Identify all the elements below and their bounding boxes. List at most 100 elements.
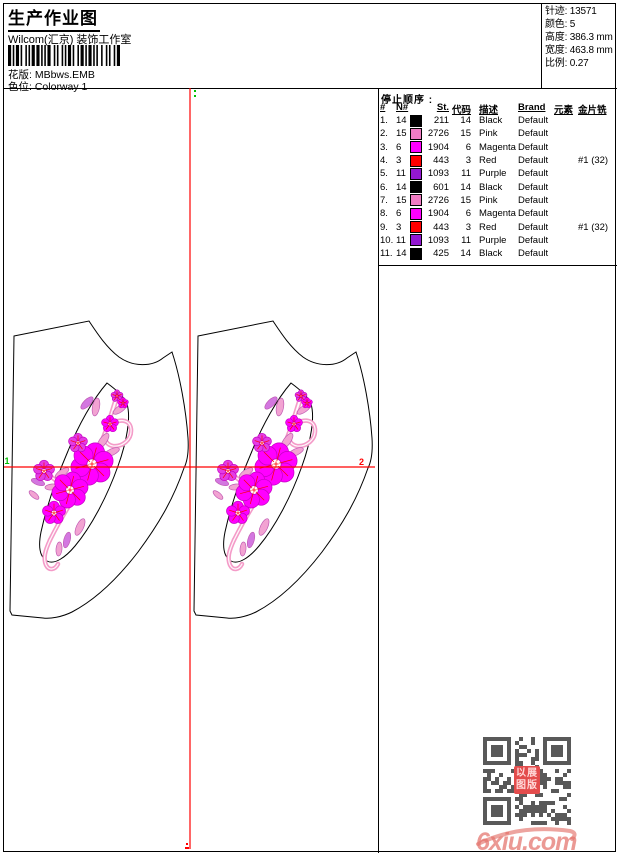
qr-stamp-line1: 以展	[516, 768, 538, 779]
flower	[33, 459, 55, 482]
leaf	[62, 531, 72, 549]
thread-color-swatch	[410, 114, 423, 127]
row-code: 15	[460, 128, 471, 140]
row-needle: 3	[396, 155, 402, 167]
row-number: 5.	[380, 168, 388, 180]
stop-sequence-title: 停止顺序 :	[381, 95, 434, 106]
width-row: 宽度: 463.8 mm	[545, 44, 615, 57]
qr-code: 以展 图版	[483, 737, 571, 825]
page-title: 生产作业图	[8, 4, 100, 32]
barcode	[8, 45, 120, 66]
row-code: 14	[460, 115, 471, 127]
row-needle: 14	[396, 181, 407, 193]
row-needle: 14	[396, 115, 407, 127]
scale-value: 0.27	[569, 58, 589, 69]
floral-motif	[28, 389, 134, 572]
leaf	[91, 397, 101, 417]
thread-color-swatch	[410, 247, 423, 260]
row-number: 8.	[380, 208, 388, 220]
row-number: 1.	[380, 115, 388, 127]
row-description: Purple	[479, 234, 507, 246]
row-code: 3	[465, 221, 471, 233]
colors-row: 颜色: 5	[545, 18, 615, 31]
col-sequins: 金片铣	[578, 105, 607, 116]
stop-sequence-row: 5. 11 1093 11 Purple Default	[380, 167, 614, 180]
leaf	[74, 518, 86, 536]
row-stitches: 1904	[427, 208, 449, 220]
row-description: Magenta	[479, 141, 516, 153]
row-brand: Default	[518, 234, 549, 246]
thread-color-swatch	[410, 181, 423, 194]
row-brand: Default	[518, 221, 549, 233]
row-stitches: 443	[433, 155, 449, 167]
row-number: 11.	[380, 248, 393, 260]
design-file-value: MBbws.EMB	[34, 69, 95, 81]
flower	[101, 415, 119, 433]
row-stitches: 211	[433, 115, 449, 127]
row-brand: Default	[518, 155, 549, 167]
thread-color-swatch	[410, 167, 423, 180]
row-brand: Default	[518, 168, 549, 180]
design-summary: 针迹: 13571 颜色: 5 高度: 386.3 mm 宽度: 463.8 m…	[545, 5, 615, 70]
flower	[117, 397, 129, 409]
row-number: 3.	[380, 141, 388, 153]
row-number: 4.	[380, 155, 388, 167]
row-description: Black	[479, 248, 503, 260]
row-description: Pink	[479, 128, 498, 140]
row-description: Black	[479, 181, 503, 193]
row-code: 6	[465, 141, 471, 153]
leaf	[28, 490, 40, 500]
row-stitches: 425	[433, 248, 449, 260]
watermark-swoosh-icon	[476, 827, 577, 846]
row-code: 11	[461, 234, 471, 246]
thread-color-swatch	[410, 127, 423, 140]
width-value: 463.8 mm	[569, 45, 613, 56]
stop-sequence-row: 7. 15 2726 15 Pink Default	[380, 194, 614, 207]
flower	[68, 432, 88, 453]
design-file-label: 花版:	[8, 69, 32, 81]
height-label: 高度:	[545, 32, 568, 43]
row-number: 9.	[380, 221, 388, 233]
thread-color-swatch	[410, 194, 423, 207]
height-row: 高度: 386.3 mm	[545, 31, 615, 44]
stop-sequence-row: 1. 14 211 14 Black Default	[380, 114, 614, 127]
row-stitches: 1093	[427, 168, 449, 180]
row-code: 11	[461, 168, 471, 180]
row-code: 14	[460, 181, 471, 193]
stop-sequence-row: 9. 3 443 3 Red Default #1 (32)	[380, 220, 614, 234]
row-stitches: 443	[433, 221, 449, 233]
flower	[110, 389, 124, 402]
thread-color-swatch	[410, 234, 423, 247]
thread-color-swatch	[410, 154, 423, 167]
height-value: 386.3 mm	[569, 32, 613, 43]
scale-row: 比例: 0.27	[545, 57, 615, 70]
row-brand: Default	[518, 141, 549, 153]
qr-stamp-line2: 图版	[516, 780, 538, 791]
stop-sequence-row: 4. 3 443 3 Red Default #1 (32)	[380, 154, 614, 167]
content-vertical-divider	[378, 88, 379, 853]
stop-sequence-row: 3. 6 1904 6 Magenta Default	[380, 141, 614, 154]
col-elements: 元素	[554, 105, 574, 116]
qr-code-image	[483, 737, 571, 825]
watermark-text: 6xiu.com	[476, 828, 577, 856]
col-brand: Brand	[518, 102, 546, 113]
row-description: Black	[479, 115, 503, 127]
shoe-pattern-outline	[9, 320, 189, 619]
row-needle: 15	[396, 194, 407, 206]
row-stitches: 2726	[427, 128, 449, 140]
width-label: 宽度:	[545, 45, 568, 56]
row-code: 14	[460, 248, 471, 260]
design-file-row: 花版: MBbws.EMB	[8, 67, 95, 82]
end-marker: 2	[359, 457, 364, 467]
studio-name: Wilcom(汇京) 装饰工作室	[8, 34, 132, 46]
stop-sequence-row: 8. 6 1904 6 Magenta Default	[380, 207, 614, 220]
stop-sequence-rows: 1. 14 211 14 Black Default 2. 15 2726 15 Pink Defau…	[380, 114, 614, 260]
row-code: 6	[465, 208, 471, 220]
row-needle: 15	[396, 128, 407, 140]
row-needle: 6	[396, 208, 402, 220]
leaf	[55, 541, 63, 557]
col-number: #	[380, 102, 386, 113]
row-needle: 3	[396, 221, 402, 233]
row-description: Pink	[479, 194, 498, 206]
